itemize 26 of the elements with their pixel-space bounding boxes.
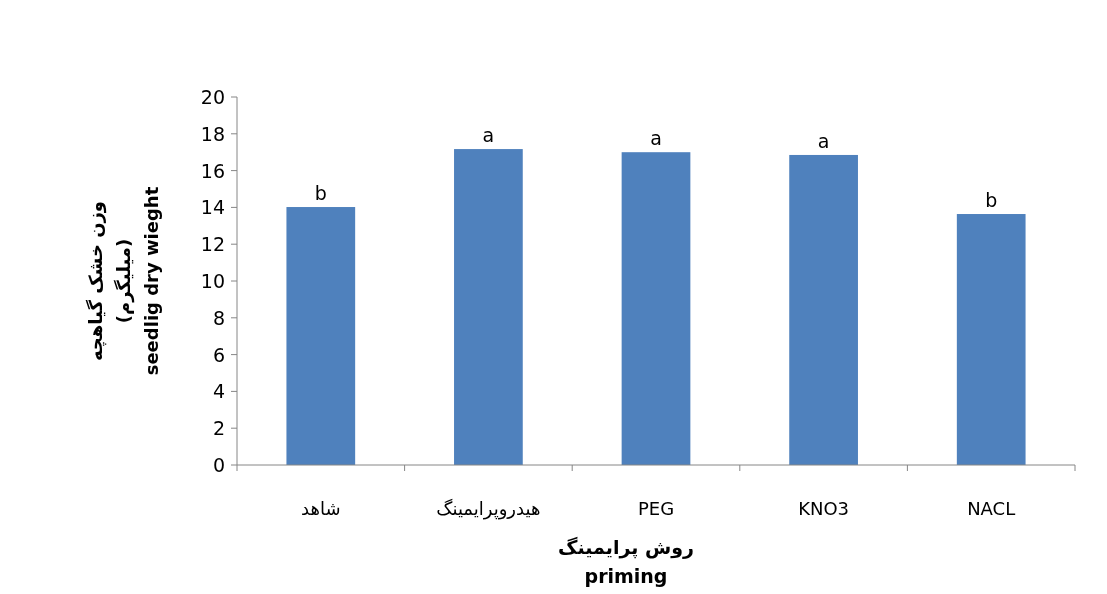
x-tick-label: شاهد — [301, 498, 341, 519]
annotation: b — [314, 182, 327, 205]
annotation: a — [482, 124, 495, 147]
y-tick-label: 2 — [212, 417, 225, 440]
annotation: a — [817, 129, 830, 152]
y-tick-label: 20 — [200, 86, 225, 108]
bar — [789, 154, 858, 465]
y-tick-label: 14 — [200, 196, 225, 219]
bar — [454, 149, 523, 465]
y-tick-label: 8 — [212, 306, 225, 329]
y-tick-label: 12 — [200, 233, 225, 256]
y-tick-label: 6 — [212, 343, 225, 366]
annotation: b — [985, 189, 998, 212]
y-tick-label: 4 — [212, 380, 225, 403]
x-tick-label: NACL — [967, 498, 1016, 519]
x-tick-label: PEG — [637, 498, 675, 519]
y-tick-label: 16 — [200, 159, 225, 182]
y-tick-label: 10 — [200, 270, 225, 292]
bar — [286, 207, 356, 465]
annotation: a — [650, 127, 662, 150]
y-tick-label: 18 — [200, 122, 225, 145]
y-tick-label: 0 — [212, 454, 225, 476]
bar — [956, 214, 1026, 465]
x-tick-label: هیدروپرایمینگ — [436, 498, 541, 520]
x-tick-label: KNO3 — [798, 498, 850, 519]
bar — [621, 152, 691, 465]
